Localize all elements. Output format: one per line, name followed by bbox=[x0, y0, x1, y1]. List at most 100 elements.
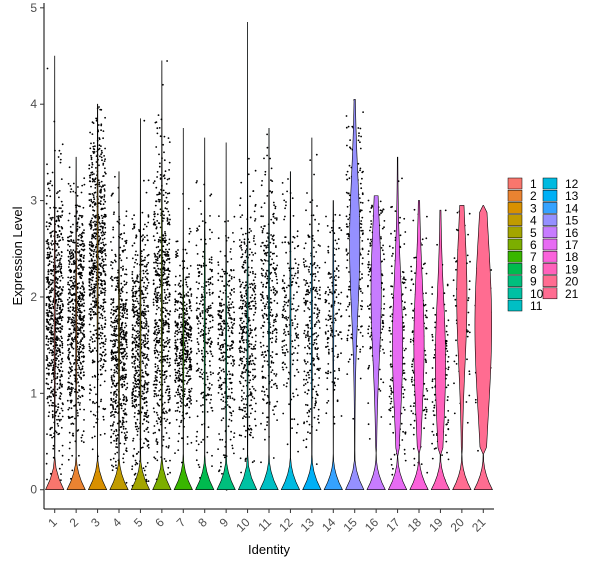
point-2 bbox=[79, 263, 82, 266]
point-3 bbox=[95, 337, 98, 339]
point-6 bbox=[154, 344, 157, 347]
point-8 bbox=[209, 364, 211, 367]
point-4 bbox=[124, 303, 127, 306]
point-4 bbox=[121, 286, 124, 288]
point-4 bbox=[125, 388, 127, 391]
point-1 bbox=[46, 309, 48, 312]
point-10 bbox=[241, 256, 244, 258]
point-10 bbox=[242, 448, 245, 450]
point-4 bbox=[121, 249, 124, 252]
point-7 bbox=[175, 240, 178, 243]
point-1 bbox=[46, 67, 49, 70]
point-4 bbox=[116, 372, 119, 374]
point-10 bbox=[251, 353, 253, 355]
point-3 bbox=[93, 148, 96, 151]
point-4 bbox=[112, 413, 115, 416]
point-7 bbox=[176, 322, 179, 325]
point-2 bbox=[81, 298, 83, 301]
point-1 bbox=[55, 353, 57, 356]
point-6 bbox=[153, 326, 156, 329]
point-6 bbox=[166, 277, 168, 280]
point-5 bbox=[138, 338, 141, 341]
point-7 bbox=[180, 307, 183, 310]
point-1 bbox=[57, 304, 59, 307]
point-6 bbox=[162, 83, 164, 86]
point-9 bbox=[232, 232, 234, 234]
point-2 bbox=[68, 166, 71, 169]
point-9 bbox=[222, 322, 225, 325]
point-2 bbox=[69, 258, 72, 260]
point-10 bbox=[240, 337, 243, 340]
point-8 bbox=[208, 393, 210, 396]
point-6 bbox=[165, 432, 168, 434]
point-2 bbox=[67, 408, 70, 411]
point-1 bbox=[51, 402, 54, 404]
point-3 bbox=[93, 295, 96, 298]
point-5 bbox=[132, 300, 135, 303]
point-1 bbox=[46, 452, 48, 455]
point-4 bbox=[121, 383, 124, 386]
point-8 bbox=[200, 330, 202, 333]
point-4 bbox=[114, 253, 117, 256]
point-5 bbox=[146, 269, 148, 271]
point-3 bbox=[103, 233, 106, 236]
point-6 bbox=[157, 327, 160, 330]
point-1 bbox=[55, 219, 58, 222]
point-1 bbox=[46, 320, 48, 323]
point-10 bbox=[239, 357, 242, 360]
point-3 bbox=[100, 108, 103, 111]
point-3 bbox=[94, 145, 96, 148]
point-4 bbox=[125, 396, 128, 399]
point-4 bbox=[125, 239, 128, 242]
point-5 bbox=[144, 223, 146, 226]
point-3 bbox=[99, 434, 102, 436]
point-3 bbox=[94, 290, 96, 292]
point-1 bbox=[51, 324, 54, 327]
point-7 bbox=[176, 325, 179, 327]
point-5 bbox=[138, 390, 140, 393]
point-1 bbox=[47, 182, 49, 185]
point-1 bbox=[52, 274, 55, 277]
point-9 bbox=[233, 398, 236, 401]
point-5 bbox=[142, 238, 145, 241]
point-7 bbox=[180, 386, 183, 388]
point-6 bbox=[164, 359, 167, 362]
point-8 bbox=[205, 285, 208, 287]
point-2 bbox=[79, 255, 82, 258]
point-3 bbox=[92, 142, 95, 144]
point-7 bbox=[179, 360, 182, 363]
point-3 bbox=[93, 340, 96, 343]
point-6 bbox=[155, 383, 158, 386]
point-1 bbox=[61, 204, 64, 207]
point-2 bbox=[70, 382, 73, 385]
point-1 bbox=[50, 272, 53, 275]
point-1 bbox=[46, 228, 49, 231]
point-5 bbox=[132, 306, 135, 308]
point-1 bbox=[49, 182, 51, 185]
point-5 bbox=[141, 351, 143, 354]
point-7 bbox=[174, 341, 177, 344]
point-1 bbox=[56, 350, 59, 352]
point-10 bbox=[244, 250, 247, 252]
point-10 bbox=[240, 299, 242, 302]
point-2 bbox=[80, 311, 83, 314]
point-6 bbox=[163, 289, 166, 291]
point-4 bbox=[113, 332, 115, 335]
point-10 bbox=[243, 407, 245, 409]
point-6 bbox=[162, 194, 165, 197]
point-2 bbox=[82, 347, 85, 350]
point-10 bbox=[243, 351, 245, 354]
point-10 bbox=[250, 308, 253, 310]
point-1 bbox=[59, 351, 62, 354]
point-6 bbox=[168, 341, 171, 344]
point-5 bbox=[142, 327, 144, 330]
point-6 bbox=[159, 344, 162, 347]
point-7 bbox=[188, 406, 191, 409]
point-10 bbox=[244, 371, 247, 374]
point-5 bbox=[141, 211, 144, 214]
point-8 bbox=[200, 238, 203, 241]
point-7 bbox=[183, 312, 186, 315]
point-5 bbox=[144, 256, 147, 259]
point-1 bbox=[48, 189, 51, 192]
point-6 bbox=[158, 329, 161, 332]
